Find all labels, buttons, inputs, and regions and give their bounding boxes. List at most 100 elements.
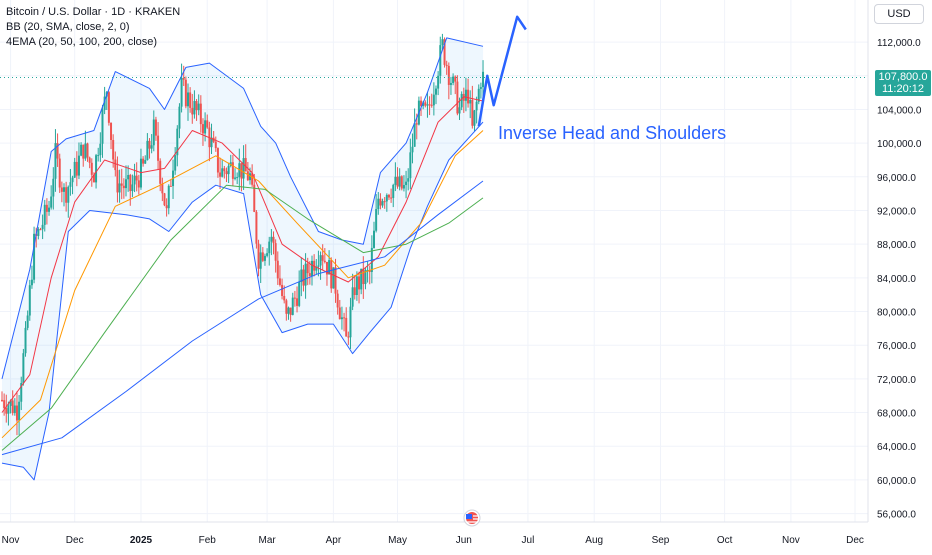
candle-body bbox=[402, 185, 405, 189]
last-price-badge: 107,800.0 11:20:12 bbox=[875, 70, 931, 97]
candles bbox=[1, 33, 485, 436]
candle-body bbox=[379, 198, 382, 206]
y-tick-label: 112,000.0 bbox=[877, 38, 921, 49]
bb-lower-line bbox=[1, 121, 484, 481]
candle-body bbox=[364, 270, 367, 285]
candle-body bbox=[274, 243, 277, 261]
candle-body bbox=[471, 99, 474, 126]
y-tick-label: 56,000.0 bbox=[877, 510, 916, 521]
candle-body bbox=[176, 128, 179, 156]
x-tick-label: Apr bbox=[326, 535, 342, 546]
candle-body bbox=[30, 279, 33, 286]
candle-body bbox=[272, 236, 275, 244]
candle-body bbox=[422, 102, 425, 106]
candle-body bbox=[424, 102, 427, 106]
candle-body bbox=[289, 307, 292, 315]
candle-body bbox=[375, 209, 378, 231]
candle-body bbox=[37, 229, 40, 236]
candle-body bbox=[366, 269, 369, 271]
candle-body bbox=[261, 252, 264, 261]
candle-body bbox=[122, 185, 125, 189]
bb-indicator-label[interactable]: BB (20, SMA, close, 2, 0) bbox=[6, 21, 130, 33]
candle-body bbox=[67, 186, 70, 203]
candle-body bbox=[332, 267, 335, 289]
candle-body bbox=[385, 194, 388, 202]
candle-body bbox=[112, 139, 115, 160]
y-tick-label: 72,000.0 bbox=[877, 375, 916, 386]
candle-body bbox=[296, 298, 299, 306]
candle-body bbox=[214, 141, 217, 149]
annotation-label: Inverse Head and Shoulders bbox=[498, 123, 726, 143]
candle-body bbox=[178, 106, 181, 129]
candle-body bbox=[180, 77, 183, 107]
candle-body bbox=[197, 103, 200, 111]
candle-body bbox=[285, 300, 288, 314]
candle-body bbox=[293, 297, 296, 299]
candle-body bbox=[26, 315, 29, 328]
x-tick-label: Dec bbox=[846, 535, 864, 546]
candle-body bbox=[328, 260, 331, 275]
candle-body bbox=[48, 207, 51, 212]
candle-body bbox=[311, 260, 313, 276]
candle-body bbox=[454, 76, 457, 82]
candle-body bbox=[71, 177, 74, 183]
candle-body bbox=[482, 71, 485, 88]
y-tick-label: 104,000.0 bbox=[877, 105, 922, 116]
candle-body bbox=[56, 143, 59, 159]
candle-body bbox=[398, 176, 401, 187]
x-axis[interactable]: Nov Dec 2025 Feb Mar Apr May Jun Jul Aug Sep Oct Nov… bbox=[0, 521, 868, 546]
candle-body bbox=[45, 204, 48, 212]
candle-body bbox=[381, 201, 384, 206]
candle-body bbox=[41, 224, 44, 230]
candle-body bbox=[246, 171, 249, 181]
candle-body bbox=[420, 100, 423, 106]
candle-body bbox=[349, 306, 352, 338]
ema-indicator-label[interactable]: 4EMA (20, 50, 100, 200, close) bbox=[6, 36, 158, 48]
candle-body bbox=[477, 88, 480, 102]
x-tick-label: Nov bbox=[782, 535, 800, 546]
candle-body bbox=[447, 65, 450, 85]
bb-band-fill bbox=[2, 37, 484, 480]
candle-body bbox=[120, 183, 123, 186]
candle-body bbox=[191, 107, 194, 115]
x-tick-label: Aug bbox=[585, 535, 603, 546]
candle-body bbox=[464, 89, 467, 101]
candle-body bbox=[39, 229, 42, 231]
candle-body bbox=[358, 276, 361, 290]
symbol-title[interactable]: Bitcoin / U.S. Dollar · 1D · KRAKEN bbox=[6, 6, 181, 18]
ema200-line bbox=[1, 180, 484, 456]
candle-body bbox=[268, 241, 271, 254]
y-tick-label: 80,000.0 bbox=[877, 308, 916, 319]
candle-body bbox=[182, 77, 185, 80]
candle-body bbox=[110, 122, 113, 140]
candle-body bbox=[82, 144, 85, 159]
candle-body bbox=[11, 400, 14, 414]
candle-body bbox=[236, 177, 239, 179]
candle-body bbox=[174, 155, 177, 171]
candle-body bbox=[251, 173, 254, 185]
candle-body bbox=[28, 285, 31, 316]
candle-body bbox=[231, 162, 234, 179]
candle-body bbox=[201, 124, 204, 134]
currency-button[interactable]: USD bbox=[874, 4, 924, 24]
candle-body bbox=[353, 287, 356, 296]
candle-body bbox=[437, 75, 440, 89]
candle-body bbox=[118, 183, 121, 193]
candle-body bbox=[249, 173, 251, 181]
candle-body bbox=[5, 408, 8, 414]
y-tick-label: 84,000.0 bbox=[877, 274, 916, 285]
grid bbox=[0, 0, 868, 522]
candle-body bbox=[415, 123, 418, 125]
candle-body bbox=[473, 110, 476, 126]
candle-body bbox=[302, 269, 305, 286]
bb-upper-line bbox=[1, 37, 484, 380]
x-tick-label: Jun bbox=[456, 535, 472, 546]
candle-body bbox=[479, 87, 482, 89]
candle-body bbox=[95, 155, 98, 183]
candle-body bbox=[52, 178, 55, 197]
candle-body bbox=[60, 187, 63, 192]
flag-icon[interactable] bbox=[463, 509, 481, 527]
candle-body bbox=[43, 204, 46, 225]
